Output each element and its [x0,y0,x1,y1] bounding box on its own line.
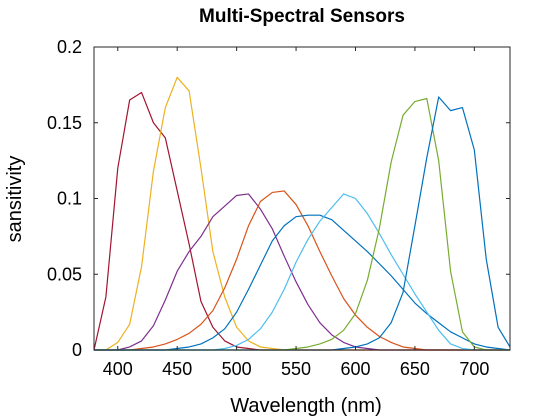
plot-frame [94,47,510,350]
y-tick-label-2: 0.1 [57,189,82,209]
x-tick-label-650: 650 [400,359,430,379]
x-tick-label-500: 500 [222,359,252,379]
x-tick-label-400: 400 [103,359,133,379]
y-tick-label-1: 0.05 [47,264,82,284]
ticks-layer: 400 450 500 550 600 650 700 0 0.05 0.1 0.15 0.2 [47,37,510,379]
series-line-5 [94,215,510,350]
x-tick-label-550: 550 [281,359,311,379]
y-tick-label-0: 0 [72,340,82,360]
y-tick-label-3: 0.15 [47,113,82,133]
series-line-8 [94,97,510,350]
x-tick-label-450: 450 [162,359,192,379]
x-tick-label-700: 700 [459,359,489,379]
series-layer [94,77,510,350]
x-tick-label-600: 600 [340,359,370,379]
x-axis-label: Wavelength (nm) [230,395,382,417]
series-line-4 [94,191,510,350]
series-line-6 [94,194,510,350]
y-tick-label-4: 0.2 [57,37,82,57]
y-axis-label: sansitivity [4,156,26,243]
series-line-2 [94,77,510,350]
series-line-7 [94,99,510,350]
series-line-1 [94,92,510,350]
series-line-3 [94,194,510,350]
chart-title: Multi-Spectral Sensors [199,6,405,27]
